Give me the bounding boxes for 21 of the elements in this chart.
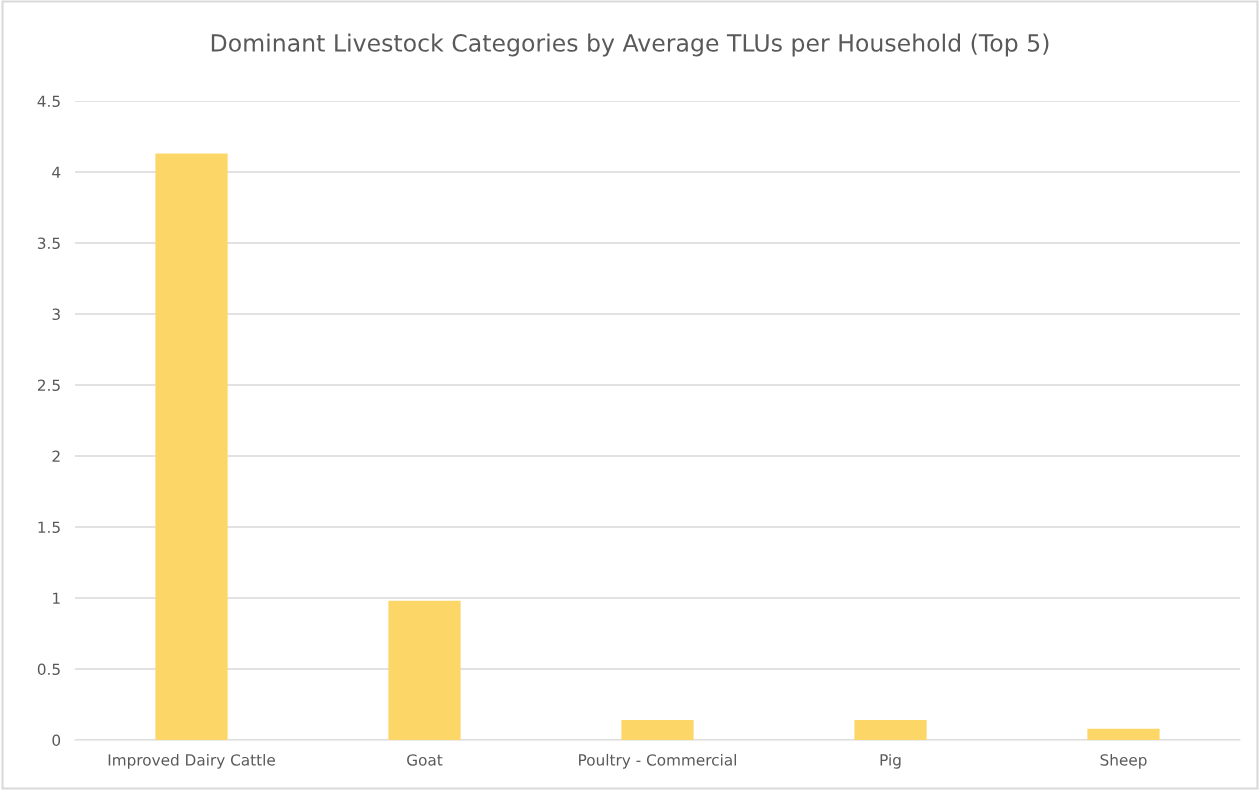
- x-tick-label: Improved Dairy Cattle: [108, 753, 275, 769]
- y-tick-label: 3: [52, 308, 60, 321]
- y-tick-label: 1: [53, 592, 60, 604]
- bar: [155, 153, 228, 740]
- x-tick-label: Poultry - Commercial: [579, 753, 736, 769]
- y-tick-label: 0.5: [37, 663, 60, 676]
- x-tick-label: Pig: [880, 753, 901, 769]
- y-tick-label: 1.5: [38, 521, 60, 534]
- bar: [388, 600, 461, 740]
- y-tick-label: 0: [52, 734, 61, 747]
- bar: [1087, 728, 1160, 740]
- x-tick-label: Sheep: [1100, 753, 1147, 769]
- y-tick-label: 4.5: [37, 95, 60, 108]
- y-tick-label: 3.5: [37, 237, 60, 250]
- bar: [621, 720, 694, 740]
- y-tick-label: 2: [52, 450, 60, 462]
- x-tick-label: Goat: [407, 754, 443, 766]
- chart-title: Dominant Livestock Categories by Average TLUs per Household (Top 5): [211, 33, 1049, 57]
- bar: [854, 720, 927, 740]
- y-tick-label: 4: [52, 166, 61, 178]
- y-tick-label: 2.5: [37, 379, 60, 392]
